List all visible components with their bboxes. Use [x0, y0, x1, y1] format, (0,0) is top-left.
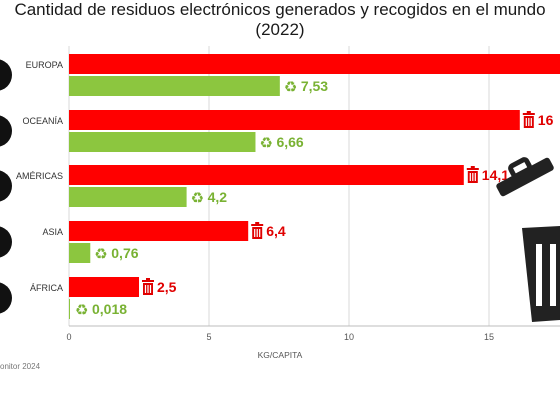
bar-collected [69, 243, 91, 263]
x-tick-label: 0 [66, 332, 71, 342]
category-label: EUROPA [26, 60, 63, 70]
trash-icon [251, 222, 264, 239]
left-icon-column [0, 59, 12, 314]
trash-icon [142, 278, 154, 295]
trash-icon [522, 111, 535, 128]
value-label-generated: 16 [538, 112, 554, 128]
value-label-collected: 6,66 [276, 134, 303, 150]
category-label: ASIA [42, 227, 63, 237]
trash-icon [466, 166, 479, 183]
bar-collected [69, 187, 187, 207]
recycle-icon: ♻ [75, 301, 88, 319]
bar-generated [69, 221, 249, 241]
source-note: onitor 2024 [0, 362, 41, 371]
bar-collected [69, 132, 256, 152]
bar-collected [69, 76, 280, 96]
value-label-generated: 2,5 [157, 279, 177, 295]
value-label-collected: 0,018 [92, 301, 127, 317]
recycle-icon: ♻ [94, 245, 107, 263]
chart-title-line1: Cantidad de residuos electrónicos genera… [14, 0, 546, 19]
x-tick-label: 5 [206, 332, 211, 342]
value-label-collected: 7,53 [301, 78, 328, 94]
recycle-icon: ♻ [191, 189, 204, 207]
trash-can-icon [496, 157, 560, 322]
category-labels: EUROPA OCEANÍA AMÉRICAS ASIA ÁFRICA [16, 60, 63, 293]
category-label: ÁFRICA [30, 283, 63, 293]
region-circle-icon [0, 226, 12, 258]
value-label-generated: 6,4 [266, 223, 286, 239]
chart-title: Cantidad de residuos electrónicos genera… [0, 0, 560, 40]
region-circle-icon [0, 59, 12, 91]
recycle-icon: ♻ [284, 78, 297, 96]
chart-title-line2: (2022) [255, 20, 305, 39]
value-label-generated: 14,1 [482, 167, 509, 183]
bar-generated [69, 110, 520, 130]
region-circle-icon [0, 170, 12, 202]
bar-generated [69, 277, 139, 297]
bar-generated [69, 54, 560, 74]
category-label: OCEANÍA [22, 116, 63, 126]
region-circle-icon [0, 282, 12, 314]
bar-collected [69, 299, 70, 319]
x-axis-ticks: 0 5 10 15 [66, 332, 494, 342]
region-circle-icon [0, 115, 12, 147]
value-label-collected: 4,2 [208, 189, 228, 205]
bars-layer [69, 54, 560, 319]
category-label: AMÉRICAS [16, 171, 63, 181]
bar-generated [69, 165, 464, 185]
x-tick-label: 10 [344, 332, 354, 342]
recycle-icon: ♻ [259, 134, 272, 152]
x-axis-label: KG/CAPITA [258, 350, 303, 360]
x-tick-label: 15 [484, 332, 494, 342]
value-label-collected: 0,76 [111, 245, 138, 261]
